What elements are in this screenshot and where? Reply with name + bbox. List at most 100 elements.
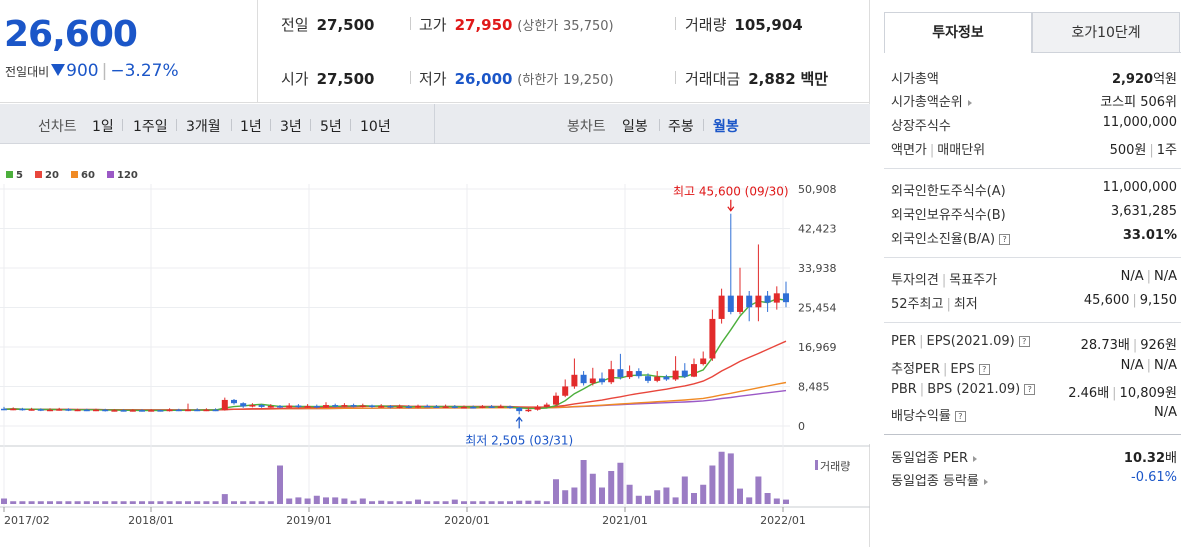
- tab-investment-info[interactable]: 투자정보: [884, 12, 1032, 53]
- volume-bar: [387, 501, 394, 504]
- volume-bar: [350, 500, 357, 504]
- candle-body: [313, 405, 320, 408]
- volume-bar: [175, 501, 182, 504]
- candle-body: [461, 406, 467, 409]
- candle-body: [645, 376, 651, 381]
- legend-label: 60: [81, 170, 95, 181]
- help-icon[interactable]: ?: [954, 411, 966, 422]
- volume-bar: [102, 501, 109, 504]
- candle-body: [497, 406, 504, 408]
- volume-bar: [608, 471, 615, 504]
- candle-body: [249, 405, 256, 407]
- candle-chart-label: 봉차트: [567, 119, 606, 135]
- candle-body: [231, 399, 237, 404]
- period-5y[interactable]: 5년: [320, 119, 342, 135]
- sector-per-row[interactable]: 동일업종 PER 10.32배: [891, 451, 1177, 466]
- candle-body: [65, 409, 72, 411]
- period-3m[interactable]: 3개월: [186, 119, 221, 135]
- candle-body: [19, 408, 26, 411]
- candle-body: [553, 395, 559, 405]
- candle-body: [672, 370, 679, 380]
- candle-body: [175, 409, 182, 412]
- volume: 거래량 105,904: [685, 16, 803, 34]
- volume-bar: [65, 501, 72, 504]
- candle-body: [589, 378, 596, 384]
- help-icon[interactable]: ?: [1018, 336, 1030, 347]
- prev-close: 전일 27,500: [281, 16, 375, 34]
- volume-bar: [727, 453, 734, 504]
- period-1y[interactable]: 1년: [240, 119, 262, 135]
- period-1w[interactable]: 1주일: [133, 119, 168, 135]
- foreign-limit-row: 외국인한도주식수(A) 11,000,000: [891, 180, 1177, 199]
- candle-body: [323, 405, 329, 408]
- volume-bar: [249, 501, 256, 504]
- quote-summary: 26,600 전일대비 900 | −3.27% 전일 27,500 고가 27,950 …: [0, 0, 870, 103]
- candle-monthly[interactable]: 월봉: [713, 119, 739, 135]
- volume-bar: [1, 498, 7, 504]
- candle-body: [562, 386, 569, 396]
- volume-bar: [341, 498, 348, 504]
- candle-body: [580, 374, 587, 384]
- help-icon[interactable]: ?: [1024, 384, 1036, 395]
- volume-bar: [359, 498, 366, 504]
- volume-bar: [405, 501, 412, 504]
- volume-bar: [120, 501, 127, 504]
- candle-body: [194, 409, 201, 412]
- volume-bar: [323, 497, 329, 504]
- chevron-right-icon: [967, 99, 972, 106]
- x-tick-label: 2017/02: [4, 514, 50, 527]
- candle-weekly[interactable]: 주봉: [668, 119, 694, 135]
- candle-body: [74, 409, 81, 412]
- y-tick-label: 25,454: [798, 302, 837, 315]
- candle-body: [56, 409, 63, 411]
- candle-body: [571, 374, 578, 387]
- volume-bar: [28, 501, 35, 504]
- volume-bar: [47, 501, 53, 504]
- candle-body: [635, 371, 642, 377]
- help-icon[interactable]: ?: [978, 364, 990, 375]
- volume-bar: [617, 462, 624, 504]
- volume-bar: [56, 501, 63, 504]
- candle-body: [212, 409, 219, 412]
- volume-bar: [313, 495, 320, 504]
- volume-bar: [599, 487, 605, 504]
- volume-bar: [571, 487, 578, 504]
- candle-body: [718, 295, 725, 319]
- volume-bar: [709, 465, 716, 504]
- candle-body: [608, 369, 615, 383]
- volume-bar: [497, 501, 504, 504]
- volume-bar: [433, 501, 440, 504]
- candle-daily[interactable]: 일봉: [622, 119, 648, 135]
- sector-change-row[interactable]: 동일업종 등락률 -0.61%: [891, 470, 1177, 489]
- market-cap-rank-row[interactable]: 시가총액순위 코스피 506위: [891, 95, 1177, 110]
- volume-bar: [396, 501, 403, 504]
- candle-body: [764, 295, 771, 303]
- candlestick-chart: 2017/02 2018/01 2019/01 2020/01 2021/01 2022/…: [0, 144, 870, 527]
- period-1d[interactable]: 1일: [92, 119, 114, 135]
- est-per-eps-row: 추정PER | EPS? N/A | N/A: [891, 358, 1177, 377]
- candle-body: [737, 295, 743, 312]
- volume-bar: [74, 501, 81, 504]
- y-tick-label: 50,908: [798, 183, 837, 196]
- volume-bar: [783, 499, 789, 504]
- candle-body: [405, 406, 412, 408]
- tab-order-book[interactable]: 호가10단계: [1032, 12, 1180, 53]
- candle-body: [654, 376, 661, 381]
- volume-bar: [378, 500, 385, 504]
- volume-bar: [654, 490, 661, 504]
- shares-listed-row: 상장주식수 11,000,000: [891, 115, 1177, 134]
- volume-bar: [746, 497, 753, 504]
- volume-bar: [755, 476, 762, 504]
- candle-body: [424, 405, 431, 408]
- legend-swatch: [6, 171, 13, 178]
- help-icon[interactable]: ?: [999, 234, 1011, 245]
- period-3y[interactable]: 3년: [280, 119, 302, 135]
- candle-body: [451, 406, 458, 408]
- candle-body: [304, 405, 311, 408]
- volume-bar: [203, 501, 210, 504]
- volume-bar: [488, 501, 495, 504]
- period-10y[interactable]: 10년: [360, 119, 391, 135]
- price-chart[interactable]: 2017/02 2018/01 2019/01 2020/01 2021/01 2022/…: [0, 144, 870, 547]
- volume-bar: [700, 484, 707, 504]
- volume-bar: [479, 501, 486, 504]
